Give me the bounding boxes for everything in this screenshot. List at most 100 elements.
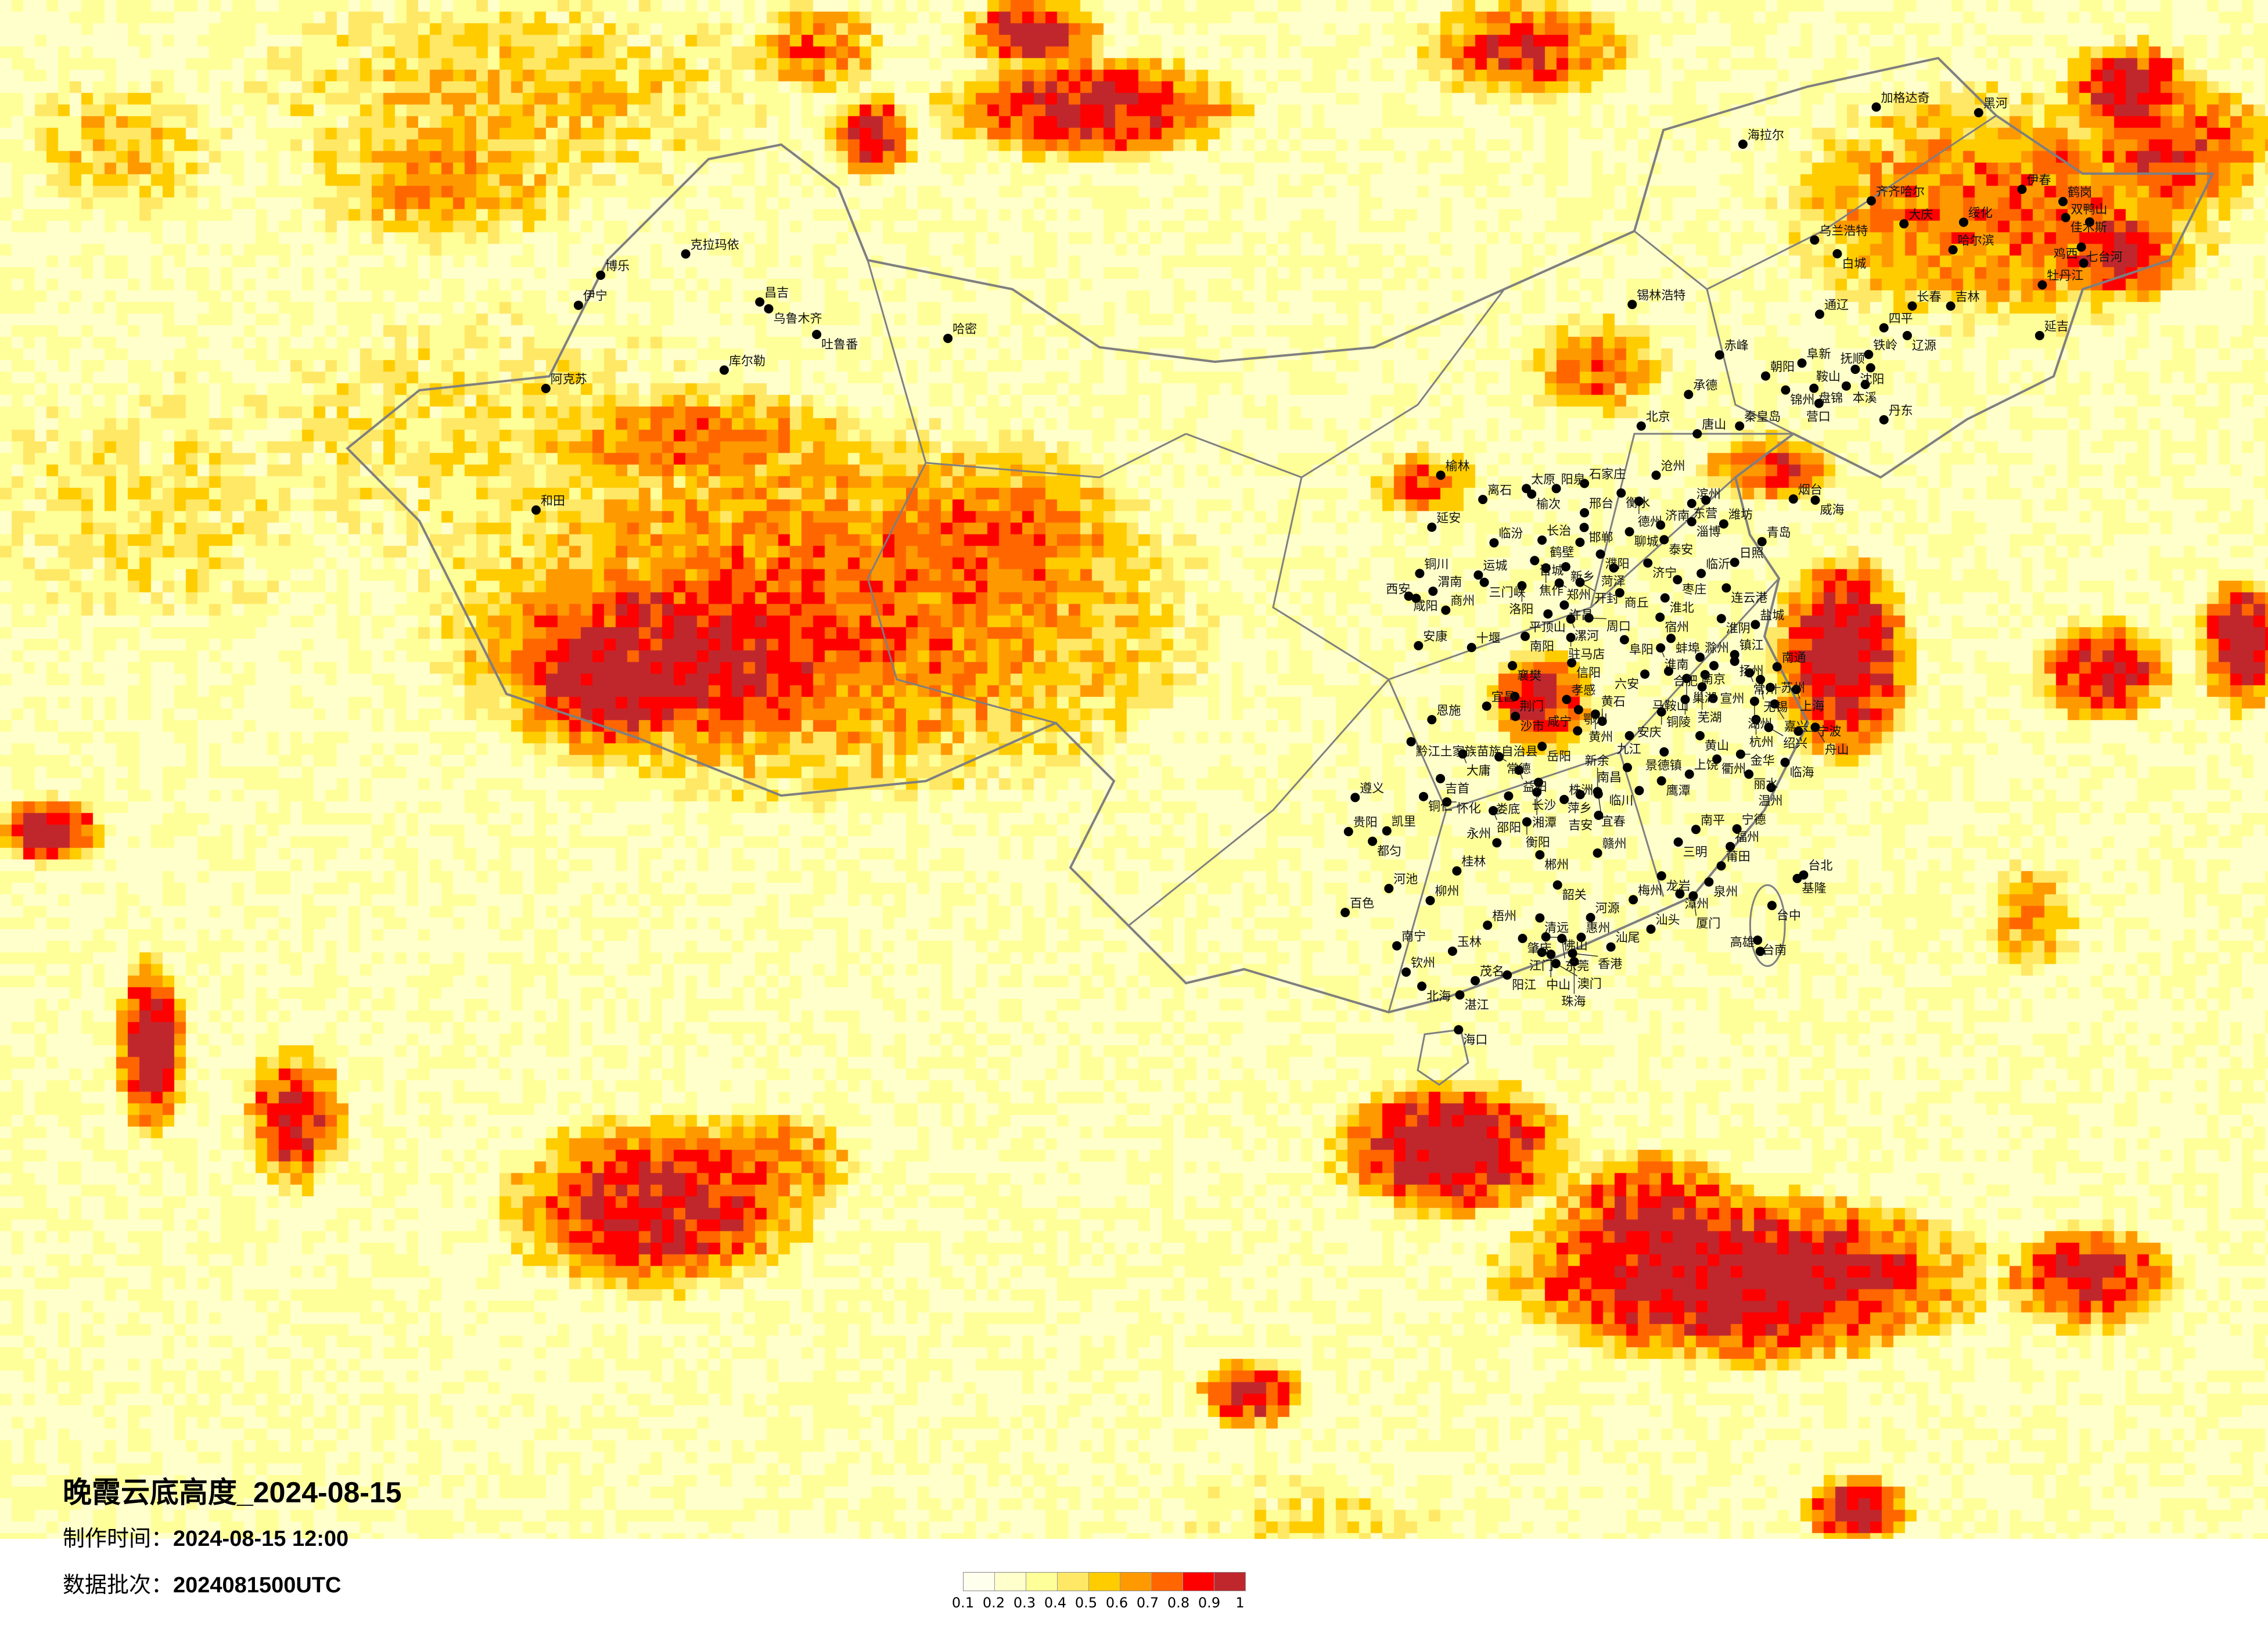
city-label: 濮阳: [1605, 557, 1630, 571]
city: [1454, 1025, 1464, 1035]
city-label: 厦门: [1696, 916, 1720, 930]
city-label: 宿州: [1665, 620, 1689, 634]
city: [1537, 535, 1547, 545]
city: [1753, 936, 1763, 945]
city-label: 通辽: [1824, 298, 1849, 312]
data-batch-label: 数据批次：: [63, 1573, 174, 1598]
city: [1684, 769, 1694, 779]
city-dot-icon: [2076, 242, 2086, 252]
city-label: 晋城: [1539, 563, 1563, 577]
city-label: 阳江: [1512, 978, 1536, 992]
city: [1417, 981, 1427, 991]
hainan-border: [1417, 1028, 1469, 1086]
city-dot-icon: [1651, 470, 1661, 480]
city: [1584, 613, 1594, 623]
city-label: 日照: [1739, 546, 1764, 560]
city-label: 德州: [1638, 515, 1662, 528]
city-label: 博乐: [605, 259, 630, 273]
city-label: 济宁: [1652, 566, 1677, 580]
city-dot-icon: [1629, 895, 1638, 905]
city-dot-icon: [1573, 726, 1583, 736]
city-label: 漯河: [1575, 629, 1599, 643]
legend-swatch: [1183, 1573, 1214, 1591]
city-label: 黑河: [1983, 96, 2008, 110]
city-label: 新乡: [1570, 570, 1595, 584]
city: [1757, 537, 1767, 546]
city: [1557, 934, 1567, 943]
city-label: 娄底: [1496, 803, 1520, 816]
city-label: 临汾: [1498, 527, 1523, 541]
city: [1442, 797, 1452, 807]
city-label: 连云港: [1731, 591, 1767, 605]
city: [1482, 702, 1491, 711]
city-label: 伊春: [2026, 173, 2051, 187]
city-label: 惠州: [1586, 921, 1611, 935]
city: [1489, 538, 1499, 548]
city-dot-icon: [1907, 301, 1917, 311]
city: [1623, 762, 1632, 772]
city-label: 都匀: [1377, 844, 1401, 858]
city: [1579, 523, 1589, 533]
city-dot-icon: [1659, 535, 1669, 545]
city-dot-icon: [1568, 948, 1577, 958]
city: [1521, 631, 1530, 641]
city-label: 临海: [1790, 765, 1814, 779]
city-label: 秦皇岛: [1744, 410, 1781, 424]
city-label: 台南: [1762, 943, 1787, 957]
city-label: 枣庄: [1682, 582, 1706, 596]
city-dot-icon: [1656, 707, 1666, 717]
city: [1864, 350, 1874, 359]
city: [1902, 330, 1912, 340]
city-label: 榆林: [1446, 459, 1470, 473]
city-label: 吉林: [1956, 290, 1980, 304]
city: [1767, 901, 1777, 911]
city: [1492, 838, 1502, 848]
city: [1532, 787, 1542, 797]
city-dot-icon: [1860, 380, 1870, 390]
city-label: 高雄: [1730, 935, 1755, 949]
city-label: 临川: [1609, 793, 1633, 807]
city: [1425, 895, 1435, 905]
city-label: 泰安: [1669, 542, 1693, 556]
city-dot-icon: [1656, 643, 1666, 653]
map-title: 晚霞云底高度_2024-08-15: [63, 1476, 402, 1509]
city-dot-icon: [1541, 563, 1551, 573]
city: [1619, 635, 1629, 645]
city-dot-icon: [1384, 884, 1394, 893]
city-dot-icon: [1609, 563, 1619, 573]
city-dot-icon: [1815, 310, 1824, 319]
city: [1624, 527, 1634, 537]
city-label: 丽水: [1753, 777, 1778, 791]
city-dot-icon: [1656, 520, 1666, 530]
city: [1593, 848, 1602, 858]
city-dot-icon: [1401, 967, 1411, 977]
city-label: 抚顺: [1841, 351, 1865, 365]
city: [1780, 757, 1790, 767]
city-label: 承德: [1693, 378, 1717, 392]
city-label: 南宁: [1401, 930, 1426, 944]
city: [2061, 213, 2071, 222]
city-label: 长治: [1547, 524, 1571, 538]
city-label: 大庸: [1467, 764, 1491, 778]
city-label: 鹰潭: [1666, 784, 1691, 798]
city-dot-icon: [1730, 650, 1739, 660]
city: [1576, 933, 1586, 942]
city: [541, 384, 551, 393]
city: [1684, 390, 1694, 400]
city-dot-icon: [1688, 891, 1698, 901]
city: [1543, 609, 1553, 619]
city-label: 怀化: [1457, 801, 1481, 815]
city: [1504, 791, 1514, 801]
city-dot-icon: [1590, 709, 1600, 719]
city-dot-icon: [1841, 381, 1851, 391]
city-dot-icon: [1489, 538, 1499, 548]
city: [1745, 668, 1755, 678]
city: [1428, 587, 1438, 596]
city-dot-icon: [1673, 575, 1683, 585]
city-dot-icon: [1902, 330, 1912, 340]
legend-tick-label: 0.4: [1044, 1595, 1067, 1611]
city-dot-icon: [1866, 196, 1876, 206]
city-dot-icon: [1514, 765, 1524, 775]
